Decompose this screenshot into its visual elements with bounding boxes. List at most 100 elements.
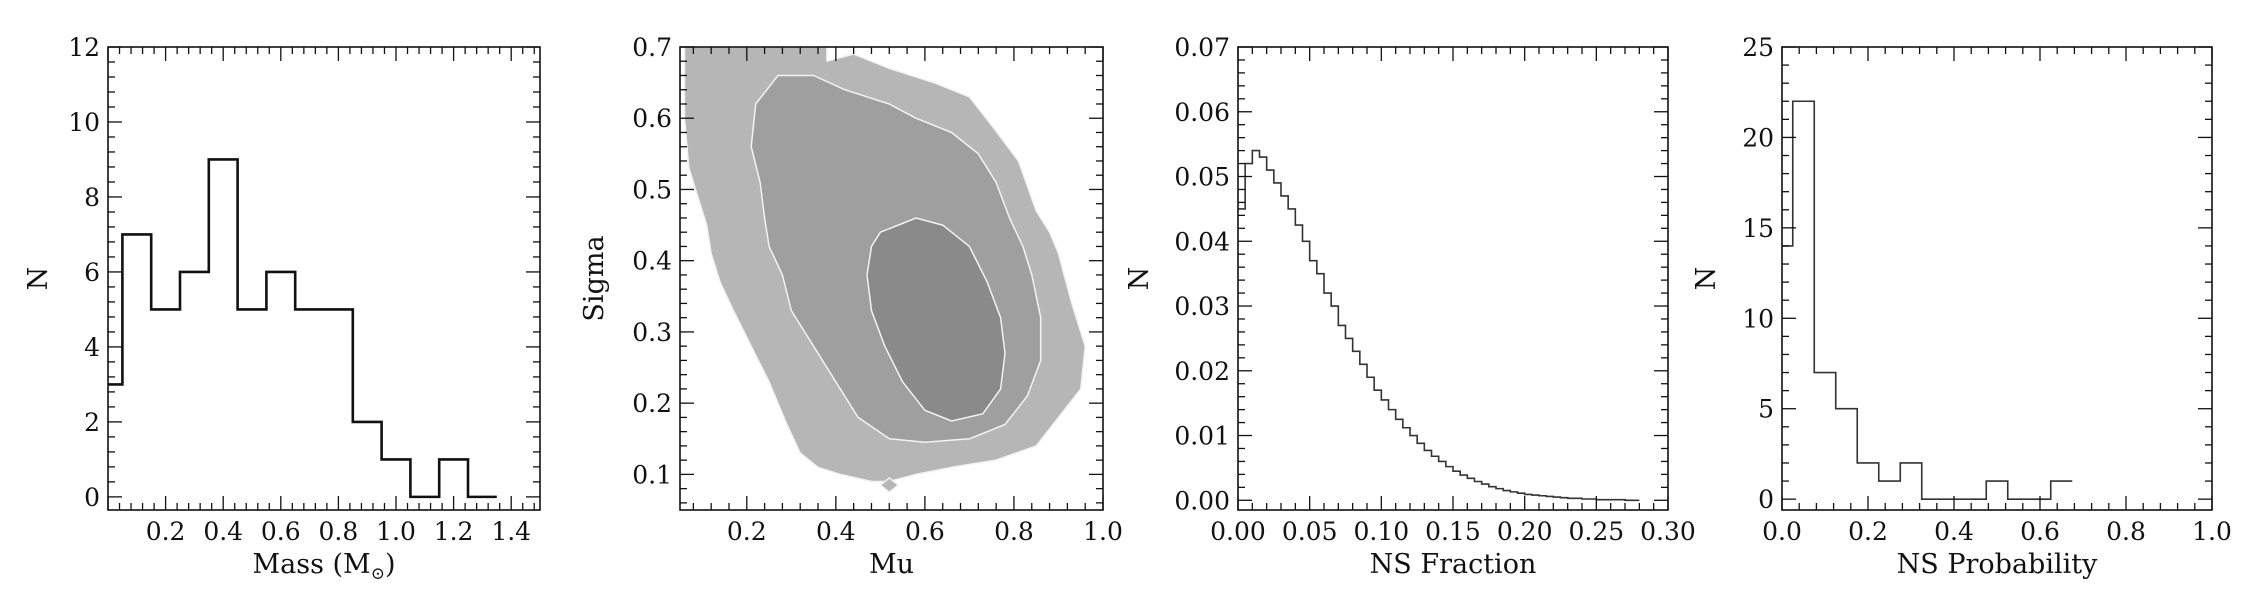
x-axis-label: Mu (869, 549, 914, 580)
plot-content (108, 158, 497, 510)
x-tick-label: 0.8 (319, 517, 359, 546)
histogram-bin (1360, 364, 1367, 510)
y-axis-label: Sigma (579, 235, 610, 321)
histogram-steps (108, 158, 497, 499)
x-tick-label: 0.30 (1640, 517, 1696, 546)
x-tick-label: 0.10 (1353, 517, 1409, 546)
histogram-bin (2008, 499, 2030, 510)
histogram-bin (1252, 151, 1259, 510)
histogram-bin (1396, 419, 1403, 510)
x-tick-label: 0.4 (816, 517, 856, 546)
x-tick-label: 0.2 (146, 517, 186, 546)
x-tick-label: 1.4 (491, 517, 531, 546)
histogram-bin (1460, 475, 1467, 510)
histogram-bin (1475, 482, 1482, 510)
histogram-bin (1604, 500, 1611, 510)
histogram-bin (1539, 496, 1546, 510)
histogram-bin (1503, 491, 1510, 510)
histogram-bin (1424, 450, 1431, 510)
y-tick-label: 20 (1742, 123, 1774, 152)
ns-fraction-histogram-panel: 0.00 0.05 0.10 0.15 0.20 0.25 0.30 0.00 0.01 0.02… (1124, 33, 1696, 580)
x-tick-label: 0.8 (994, 517, 1034, 546)
y-tick-label: 0.7 (632, 33, 672, 62)
y-tick-label: 15 (1742, 214, 1774, 243)
histogram-bin (468, 497, 497, 510)
y-tick-label: 25 (1742, 33, 1774, 62)
x-tick-label: 0.6 (905, 517, 945, 546)
histogram-bin (1274, 183, 1281, 510)
histogram-bin (1374, 390, 1381, 510)
histogram-bin (122, 234, 151, 510)
y-tick-label: 0.5 (632, 175, 672, 204)
histogram-bin (1561, 498, 1568, 510)
x-axis-label-close: ) (385, 549, 396, 580)
histogram-bin (410, 497, 439, 510)
histogram-bin (266, 272, 295, 510)
histogram-bin (1553, 497, 1560, 510)
x-tick-label: 1.2 (434, 517, 474, 546)
histogram-bin (1836, 409, 1858, 510)
x-tick-label: 0.2 (727, 517, 767, 546)
x-tick-label: 1.0 (376, 517, 416, 546)
histogram-bin (1793, 101, 1815, 510)
mu-sigma-contour-panel: 0.2 0.4 0.6 0.8 1.0 0.1 0.2 0.3 0.4 0.5 0.6 0.7 Mu Si… (579, 33, 1123, 580)
x-tick-label: 0.4 (1934, 517, 1974, 546)
histogram-bin (1389, 410, 1396, 510)
y-axis-label: N (1691, 267, 1722, 291)
x-tick-label: 0.15 (1425, 517, 1481, 546)
histogram-bin (1510, 492, 1517, 510)
plot-frame (679, 46, 1104, 511)
histogram-bin (1589, 499, 1596, 510)
plot-content (683, 47, 1086, 493)
histogram-bin (1922, 499, 1944, 510)
y-tick-label: 0.01 (1174, 422, 1230, 451)
histogram-bin (180, 272, 209, 510)
histogram-bin (108, 384, 122, 510)
contour-level-3 (866, 217, 1006, 422)
plot-frame (1781, 46, 2213, 511)
y-tick-label: 0.06 (1174, 98, 1230, 127)
histogram-bin (1496, 489, 1503, 510)
x-tick-label: 0.00 (1210, 517, 1266, 546)
y-axis-label: N (23, 267, 54, 291)
histogram-bin (209, 159, 238, 510)
axis-ticks (1237, 46, 1669, 510)
histogram-bin (1446, 467, 1453, 510)
y-tick-label: 0.4 (632, 247, 672, 276)
y-tick-label: 0.04 (1174, 227, 1230, 256)
plot-frame (107, 46, 541, 511)
histogram-bin (1489, 487, 1496, 510)
axis-ticks (680, 46, 1104, 510)
histogram-bin (1417, 443, 1424, 510)
x-tick-label: 0.05 (1282, 517, 1338, 546)
y-tick-label: 5 (1758, 395, 1774, 424)
histogram-bin (1618, 500, 1625, 510)
x-tick-label: 0.6 (2020, 517, 2060, 546)
x-tick-label: 0.0 (1762, 517, 1802, 546)
y-tick-label: 2 (84, 408, 100, 437)
y-tick-label: 0.2 (632, 389, 672, 418)
x-tick-label: 0.25 (1568, 517, 1624, 546)
histogram-bin (1245, 164, 1252, 510)
plot-content (1782, 100, 2073, 510)
histogram-bin (1346, 338, 1353, 510)
histogram-bin (1331, 306, 1338, 510)
histogram-bin (295, 309, 324, 510)
x-axis-label-subscript: ⊙ (371, 564, 385, 584)
contour-level-1 (879, 477, 899, 493)
histogram-bin (1260, 157, 1267, 510)
x-tick-label: 0.4 (203, 517, 243, 546)
histogram-bin (1900, 463, 1922, 510)
histogram-bin (1381, 400, 1388, 510)
histogram-steps (1782, 100, 2073, 500)
y-tick-label: 0.07 (1174, 33, 1230, 62)
y-tick-label: 10 (68, 108, 100, 137)
x-tick-label: 1.0 (1083, 517, 1123, 546)
histogram-bin (1295, 225, 1302, 510)
histogram-bin (1324, 293, 1331, 510)
histogram-bin (1625, 500, 1632, 510)
y-axis-label: N (1124, 267, 1155, 291)
histogram-bin (1965, 499, 1987, 510)
histogram-bin (1575, 498, 1582, 510)
